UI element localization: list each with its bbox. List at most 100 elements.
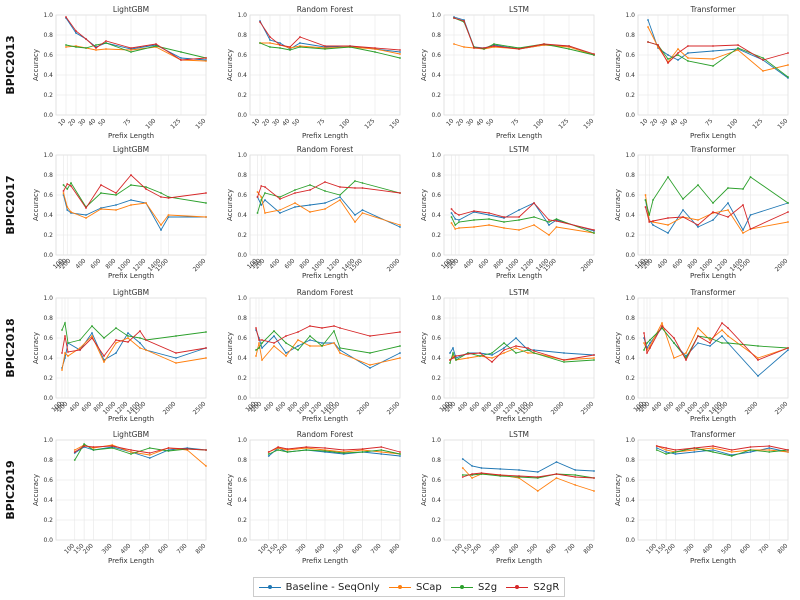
legend-label-baseline: Baseline - SeqOnly: [285, 581, 380, 593]
data-point: [568, 48, 570, 50]
data-point: [258, 339, 260, 341]
y-tick-label: 0.8: [237, 315, 247, 322]
data-point: [361, 182, 364, 184]
y-tick-label: 0.4: [43, 212, 53, 219]
y-tick-label: 1.0: [43, 152, 53, 159]
data-point: [721, 335, 723, 337]
data-point: [655, 449, 658, 451]
data-point: [339, 194, 341, 196]
plot-area: [249, 297, 401, 399]
data-point: [175, 357, 177, 359]
data-point: [649, 347, 651, 349]
data-point: [518, 219, 520, 221]
data-point: [693, 449, 696, 451]
data-point: [95, 47, 97, 49]
data-point: [309, 345, 311, 347]
x-tick-label: 1000: [311, 257, 327, 273]
data-point: [730, 451, 733, 453]
y-tick-label: 0.2: [431, 92, 441, 99]
data-point: [256, 191, 259, 193]
x-tick-label: 75: [316, 117, 326, 127]
data-point: [677, 59, 679, 61]
data-point: [205, 465, 207, 467]
x-axis-label: Prefix Length: [496, 415, 542, 423]
data-point: [673, 337, 675, 339]
data-point: [479, 355, 481, 357]
data-point: [749, 446, 752, 448]
data-point: [85, 47, 87, 49]
data-point: [757, 359, 759, 361]
x-tick-label: 40: [281, 117, 291, 127]
x-tick-label: 100: [144, 117, 157, 130]
data-point: [548, 219, 550, 221]
data-point: [145, 349, 147, 351]
x-tick-label: 700: [758, 542, 771, 555]
x-tick-label: 125: [751, 117, 764, 130]
x-tick-label: 300: [683, 542, 696, 555]
x-tick-label: 600: [89, 257, 102, 270]
x-tick-label: 600: [274, 400, 287, 413]
x-tick-label: 2000: [192, 257, 208, 273]
data-point: [491, 361, 493, 363]
data-point: [91, 337, 93, 339]
data-point: [148, 457, 151, 459]
data-point: [643, 332, 645, 334]
data-point: [256, 212, 259, 214]
data-point: [644, 206, 647, 208]
data-point: [175, 362, 177, 364]
legend: Baseline - SeqOnly SCap S2g S2gR: [253, 577, 565, 597]
data-point: [593, 357, 595, 359]
x-tick-label: 50: [291, 117, 301, 127]
x-tick-label: 2500: [386, 400, 402, 416]
data-point: [269, 42, 271, 44]
data-point: [339, 352, 341, 354]
data-point: [148, 447, 151, 449]
y-tick-label: 0.6: [43, 335, 53, 342]
data-point: [205, 449, 207, 451]
x-tick-label: 75: [704, 117, 714, 127]
data-point: [289, 46, 291, 48]
y-tick-label: 0.8: [625, 457, 635, 464]
data-point: [727, 209, 729, 211]
data-point: [66, 206, 69, 208]
data-point: [309, 335, 311, 337]
y-tick-label: 0.4: [431, 72, 441, 79]
data-point: [64, 322, 66, 324]
data-point: [693, 451, 696, 453]
data-point: [267, 453, 270, 455]
y-axis-label: Accuracy: [32, 49, 40, 81]
legend-label-s2g: S2g: [478, 581, 498, 593]
x-axis-label: Prefix Length: [690, 132, 736, 140]
y-tick-label: 0.4: [43, 72, 53, 79]
x-tick-label: 2000: [162, 400, 178, 416]
data-point: [453, 43, 455, 45]
data-point: [399, 53, 401, 55]
data-point: [399, 453, 401, 455]
data-point: [309, 325, 311, 327]
data-point: [115, 209, 117, 211]
x-axis-label: Prefix Length: [108, 272, 154, 280]
data-point: [467, 353, 469, 355]
y-tick-label: 0.2: [625, 375, 635, 382]
data-point: [91, 325, 93, 327]
y-tick-label: 1.0: [43, 12, 53, 19]
legend-swatch-scap: [388, 584, 411, 589]
x-tick-label: 200: [276, 542, 289, 555]
data-point: [712, 445, 714, 447]
data-point: [574, 474, 577, 476]
legend-label-scap: SCap: [415, 581, 442, 593]
data-point: [450, 216, 453, 218]
data-point: [139, 347, 141, 349]
data-point: [279, 196, 281, 198]
data-point: [167, 214, 170, 216]
y-tick-label: 0.8: [431, 315, 441, 322]
data-point: [324, 208, 326, 210]
series-line: [61, 321, 207, 344]
y-tick-label: 0.6: [431, 335, 441, 342]
y-tick-label: 0.6: [625, 477, 635, 484]
data-point: [297, 331, 299, 333]
x-tick-label: 800: [194, 542, 207, 555]
data-point: [665, 451, 668, 453]
data-point: [339, 196, 341, 198]
